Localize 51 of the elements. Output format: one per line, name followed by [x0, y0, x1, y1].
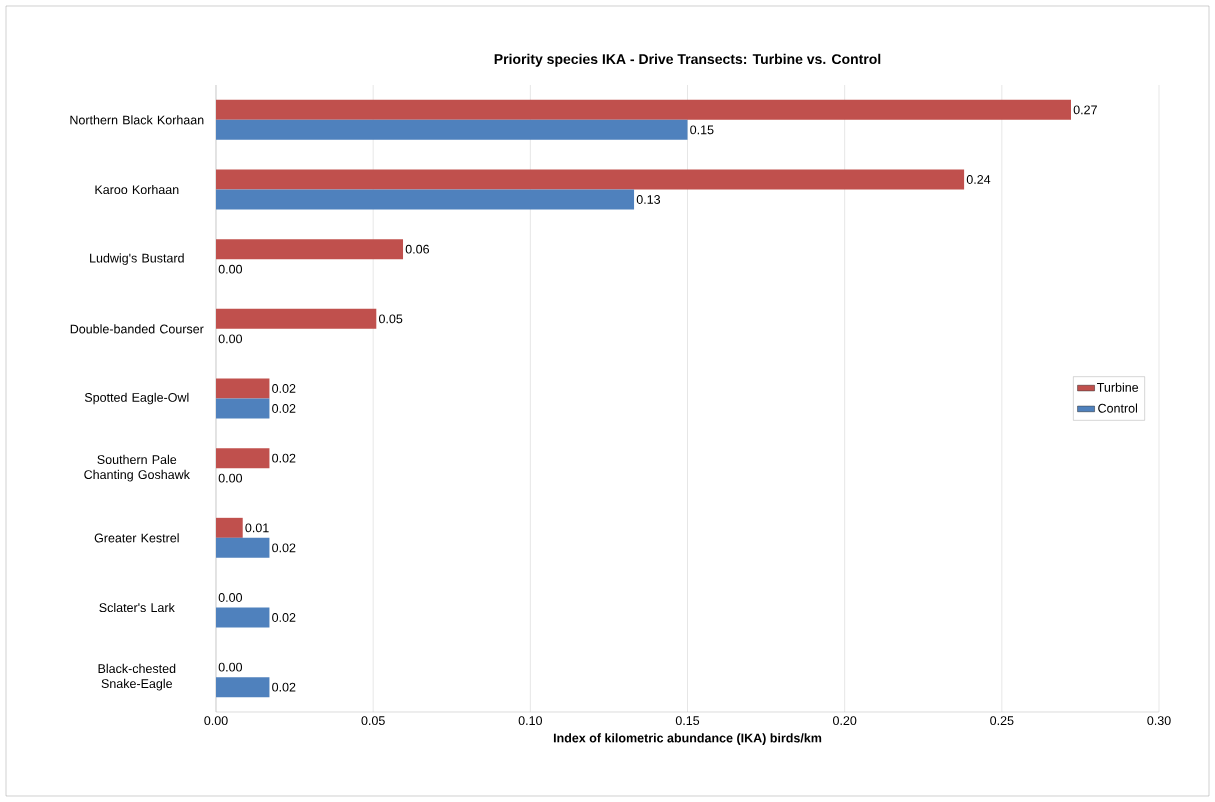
- bar: [216, 308, 377, 329]
- legend-label: Turbine: [1097, 382, 1139, 392]
- data-label: 0.02: [272, 543, 296, 553]
- data-label: 0.02: [272, 682, 296, 692]
- y-tick-label: Karoo Korhaan: [95, 184, 179, 195]
- y-tick-label: Northern Black Korhaan: [70, 115, 204, 125]
- x-tick-label: 0.20: [832, 716, 857, 726]
- data-label: 0.13: [636, 195, 661, 204]
- y-tick-label: Spotted Eagle-Owl: [84, 392, 189, 405]
- bar: [216, 398, 270, 419]
- x-tick-label: 0.30: [1147, 716, 1171, 726]
- data-label: 0.27: [1073, 105, 1097, 115]
- data-label: 0.01: [245, 523, 269, 533]
- y-tick-label: Double-banded Courser: [70, 324, 204, 334]
- y-tick-label: Southern Pale Chanting Goshawk: [84, 454, 190, 482]
- data-label: 0.15: [690, 125, 714, 135]
- x-tick-label: 0.10: [518, 716, 543, 726]
- bar: [216, 517, 243, 538]
- bar: [216, 607, 270, 628]
- y-tick-label: Greater Kestrel: [94, 533, 179, 543]
- y-tick-label: Ludwig's Bustard: [90, 253, 184, 265]
- data-label: 0.00: [218, 662, 243, 672]
- x-tick-label: 0.05: [361, 716, 385, 726]
- bar: [216, 677, 270, 698]
- legend-label: Control: [1098, 403, 1138, 413]
- data-label: 0.02: [272, 384, 296, 393]
- chart-title: Priority species IKA - Drive Transects: Turbine vs. Control: [494, 53, 881, 67]
- bar: [216, 448, 270, 469]
- x-tick-label: 0.00: [204, 716, 228, 726]
- y-tick-label: Black-chested Snake-Eagle: [98, 663, 176, 691]
- data-label: 0.02: [272, 613, 296, 622]
- bar: [216, 537, 270, 558]
- data-label: 0.02: [272, 404, 296, 413]
- bar: [216, 378, 270, 399]
- data-label: 0.02: [272, 453, 296, 463]
- data-label: 0.05: [378, 314, 403, 324]
- x-tick-label: 0.15: [675, 716, 700, 726]
- data-label: 0.00: [218, 473, 243, 483]
- x-tick-label: 0.25: [990, 716, 1014, 726]
- data-label: 0.00: [218, 593, 243, 602]
- bar: [216, 119, 688, 140]
- data-label: 0.06: [405, 244, 430, 254]
- bar: [216, 189, 635, 210]
- bar: [216, 169, 965, 190]
- data-label: 0.00: [218, 264, 243, 274]
- data-label: 0.24: [966, 175, 991, 184]
- bar: [216, 99, 1071, 120]
- x-axis-title: Index of kilometric abundance (IKA) birds/km: [553, 733, 822, 745]
- data-label: 0.00: [218, 334, 243, 344]
- y-tick-label: Sclater's Lark: [99, 602, 175, 613]
- bar: [216, 239, 404, 260]
